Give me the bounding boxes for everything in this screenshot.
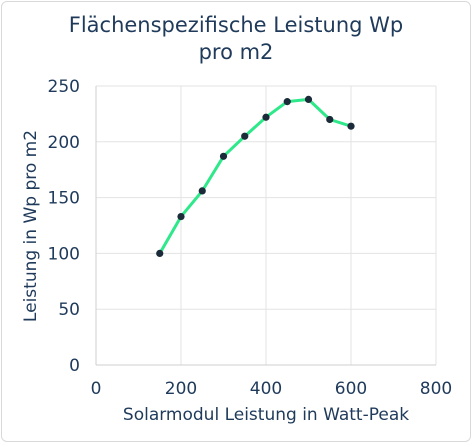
tick-labels: 0 50 100 150 200 250 0 200 400 600 800 bbox=[48, 77, 453, 399]
x-tick-label: 400 bbox=[250, 379, 282, 399]
y-tick-label: 50 bbox=[58, 300, 80, 320]
data-points bbox=[156, 95, 355, 257]
data-point bbox=[198, 187, 206, 195]
data-point bbox=[326, 115, 334, 124]
x-tick-label: 200 bbox=[165, 379, 197, 399]
chart-title-line-1: Flächenspezifische Leistung Wp bbox=[69, 13, 404, 37]
data-point bbox=[262, 113, 270, 121]
y-tick-label: 100 bbox=[48, 244, 80, 264]
axes bbox=[95, 86, 436, 366]
x-tick-label: 600 bbox=[335, 379, 367, 399]
y-tick-label: 250 bbox=[48, 77, 80, 97]
data-point bbox=[304, 95, 313, 103]
data-point bbox=[156, 249, 164, 257]
data-point bbox=[283, 98, 291, 106]
gridlines bbox=[96, 85, 437, 365]
y-tick-label: 150 bbox=[48, 189, 80, 209]
y-tick-label: 200 bbox=[48, 133, 80, 153]
series-line bbox=[158, 97, 353, 255]
data-point bbox=[347, 122, 355, 130]
x-tick-label: 0 bbox=[91, 379, 102, 399]
data-point bbox=[177, 212, 185, 221]
y-axis-label: Leistung in Wp pro m2 bbox=[21, 130, 41, 322]
chart-title-line-2: pro m2 bbox=[199, 40, 274, 64]
data-point bbox=[241, 132, 249, 140]
data-point bbox=[219, 152, 228, 160]
y-tick-label: 0 bbox=[69, 356, 80, 376]
x-axis-label: Solarmodul Leistung in Watt-Peak bbox=[123, 405, 409, 425]
series-line-path bbox=[158, 97, 353, 255]
x-tick-label: 800 bbox=[420, 379, 452, 399]
